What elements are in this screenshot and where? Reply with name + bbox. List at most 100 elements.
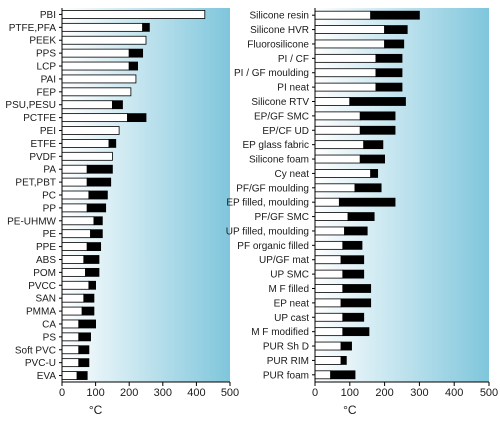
panel-1-x-tick-label: 200 — [120, 387, 138, 399]
panel-2-category-label: UP filled, moulding — [226, 226, 309, 237]
panel-2-bar-long-term — [314, 39, 385, 49]
panel-2-bar-short-term — [370, 10, 420, 20]
panel-2-category-label: EP/GF SMC — [254, 111, 309, 122]
panel-2-bar-long-term — [314, 68, 377, 78]
panel-1-bar-short-term — [112, 100, 123, 110]
panel-2-bar-short-term — [344, 226, 368, 236]
panel-1-category-label: ETFE — [30, 139, 56, 150]
panel-2-bar-short-term — [338, 197, 396, 207]
panel-2-bar-long-term — [314, 327, 344, 337]
panel-1-bar-long-term — [61, 100, 113, 110]
panel-1-bar-long-term — [61, 280, 90, 290]
panel-1-bar-long-term — [61, 345, 80, 355]
panel-1-category-label: PVC-U — [25, 358, 56, 369]
panel-2-category-label: PUR RIM — [267, 356, 309, 367]
panel-1-bar-long-term — [61, 139, 110, 148]
panel-1-category-label: PP — [43, 203, 57, 214]
panel-2-category-label: M F filled — [268, 284, 309, 295]
panel-1-category-label: PEI — [40, 126, 56, 137]
panel-2-category-label: PI neat — [277, 83, 309, 94]
panel-1-bar-long-term — [61, 61, 130, 71]
panel-1-bar-long-term — [61, 151, 113, 161]
panel-2-category-label: PUR foam — [263, 370, 309, 381]
panel-1-category-label: POM — [33, 268, 56, 279]
panel-2-bar-long-term — [314, 255, 342, 265]
panel-1-category-label: PPE — [36, 242, 56, 253]
panel-1-bar-short-term — [78, 332, 91, 342]
panel-2-category-label: M F modified — [251, 327, 309, 338]
panel-1-bar-short-term — [128, 48, 144, 58]
panel-1-bar-short-term — [88, 190, 108, 200]
panel-2-bar-long-term — [314, 25, 385, 34]
panel-1-bar-short-term — [81, 306, 95, 316]
panel-2-x-tick-label: 300 — [410, 387, 428, 399]
panel-2-bar-short-term — [359, 111, 396, 121]
panel-2-bar-long-term — [314, 269, 344, 279]
panel-2-bar-short-term — [384, 25, 408, 34]
panel-1-category-label: Soft PVC — [15, 345, 56, 356]
panel-2-category-label: UP/GF mat — [259, 255, 309, 266]
panel-2-category-label: Fluorosilicone — [247, 39, 309, 50]
panel-1-bar-long-term — [61, 190, 90, 200]
panel-1-bar-short-term — [86, 177, 112, 187]
panel-2-bar-short-term — [340, 298, 372, 308]
panel-2-category-label: Cy neat — [275, 169, 310, 180]
panel-1-bar-long-term — [61, 255, 85, 264]
panel-1-bar-short-term — [108, 139, 117, 148]
panel-1-category-label: PET,PBT — [15, 178, 56, 189]
panel-1-bar-long-term — [61, 35, 147, 45]
panel-2-x-axis-label: °C — [343, 403, 357, 417]
panel-2-category-label: EP neat — [274, 298, 310, 309]
panel-1-bar-short-term — [86, 164, 113, 174]
panel-2-bar-short-term — [342, 269, 365, 279]
panel-2-bar-long-term — [314, 97, 351, 106]
panel-2-x-tick-label: 400 — [445, 387, 463, 399]
panel-1-category-label: PTFE,PFA — [9, 23, 57, 34]
panel-1-category-label: PPS — [36, 49, 56, 60]
panel-2-bar-short-term — [375, 53, 403, 63]
panel-1-category-label: PC — [42, 191, 56, 202]
panel-2-bar-long-term — [314, 197, 340, 207]
panel-1-bar-short-term — [83, 293, 95, 303]
panel-1-x-tick-label: 0 — [59, 387, 65, 399]
panel-1-bar-long-term — [61, 242, 88, 251]
panel-2-bar-long-term — [314, 53, 377, 63]
panel-1-category-label: PVCC — [28, 281, 56, 292]
panel-2-category-label: PF/GF SMC — [255, 212, 309, 223]
panel-2-bar-long-term — [314, 10, 372, 20]
panel-1-category-label: PS — [43, 332, 57, 343]
panel-2-bar-short-term — [375, 82, 403, 92]
panel-2-bar-long-term — [314, 356, 342, 365]
panel-1-bar-short-term — [76, 371, 88, 380]
panel-2-bar-short-term — [340, 255, 365, 265]
panel-1-bar-long-term — [61, 10, 206, 19]
panel-1-bar-short-term — [127, 113, 147, 123]
panel-2-category-label: PF/GF moulding — [236, 183, 309, 194]
panel-2-category-label: Silicone resin — [250, 11, 309, 22]
panel-1-category-label: PEEK — [29, 36, 56, 47]
panel-2-category-label: UP SMC — [270, 270, 309, 281]
panel-2-bar-short-term — [370, 169, 379, 178]
panel-1-category-label: FEP — [37, 87, 57, 98]
panel-1-bar-long-term — [61, 87, 132, 97]
panel-1-bar-long-term — [61, 177, 88, 187]
panel-1-category-label: EVA — [37, 371, 57, 382]
panel-1-bar-short-term — [86, 242, 102, 251]
panel-2-bar-short-term — [375, 68, 403, 78]
panel-2-bar-short-term — [347, 212, 375, 221]
panel-2-bar-long-term — [314, 183, 356, 193]
panel-1-category-label: LCP — [37, 62, 57, 73]
panel-2-bar-long-term — [314, 284, 344, 293]
panel-1-bar-short-term — [128, 61, 138, 71]
panel-1-bar-short-term — [93, 216, 103, 226]
panel-2-bar-short-term — [340, 356, 347, 365]
panel-1-bar-long-term — [61, 358, 80, 368]
panel-1-bar-long-term — [61, 319, 80, 329]
panel-1-category-label: PA — [43, 165, 56, 176]
panel-1-bar-short-term — [85, 267, 100, 277]
panel-1-x-tick-label: 500 — [221, 387, 239, 399]
panel-1-bar-long-term — [61, 371, 78, 380]
panel-1-bar-long-term — [61, 203, 88, 213]
panel-1-x-tick-label: 300 — [154, 387, 172, 399]
